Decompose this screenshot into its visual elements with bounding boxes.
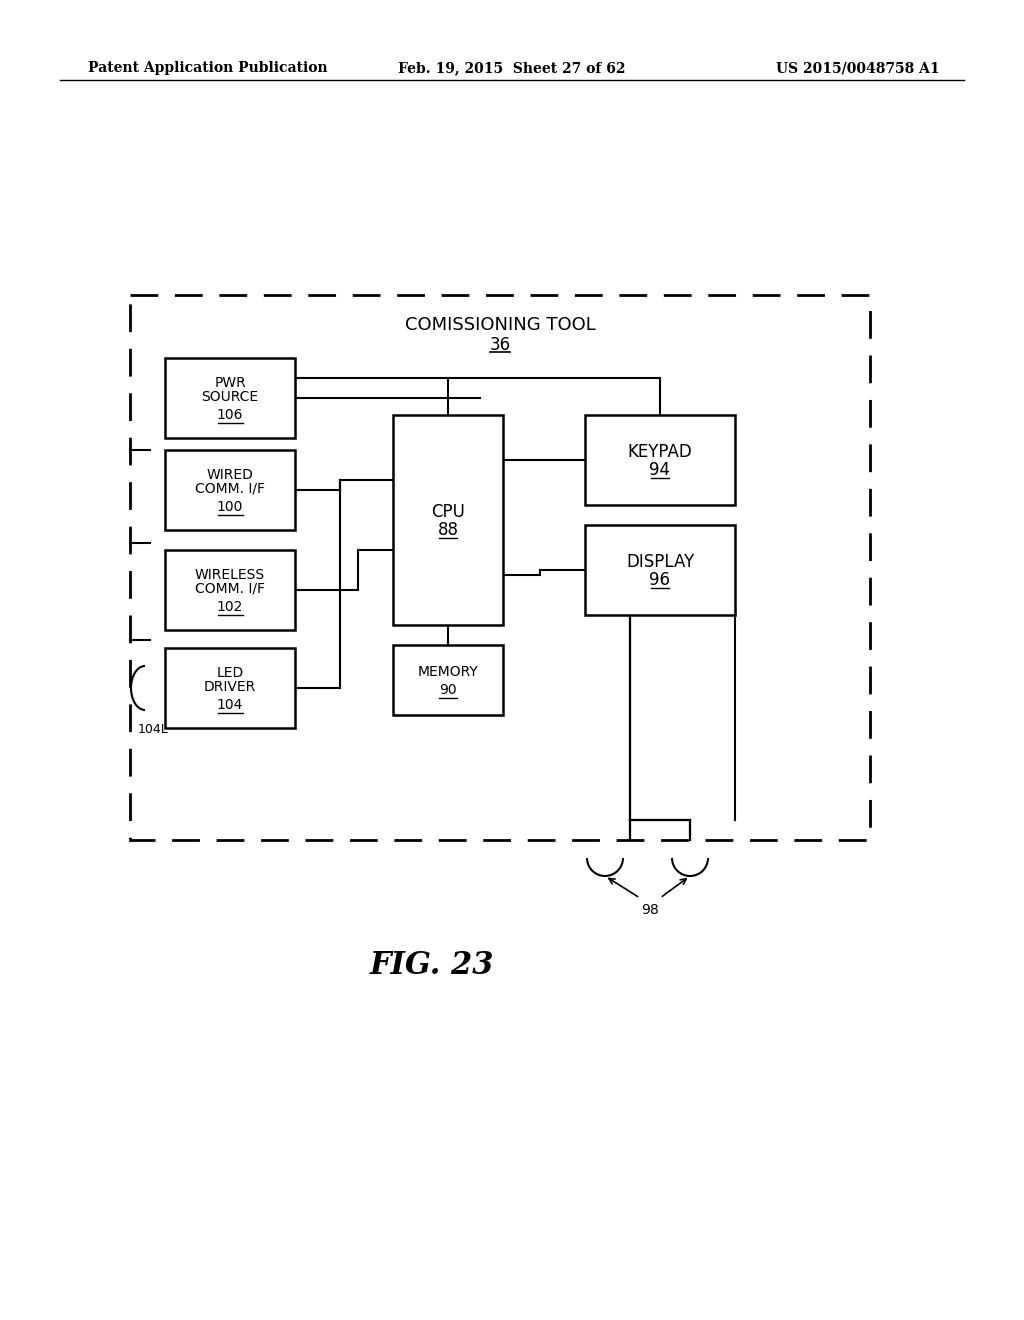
Bar (585, 414, 735, 506)
Text: 88: 88 (437, 521, 459, 539)
Text: 104L: 104L (138, 723, 169, 737)
Text: COMM. I/F: COMM. I/F (195, 482, 265, 496)
Text: 94: 94 (649, 461, 671, 479)
Text: DISPLAY: DISPLAY (626, 553, 694, 572)
Bar (165, 358, 295, 438)
Text: Patent Application Publication: Patent Application Publication (88, 61, 328, 75)
Text: KEYPAD: KEYPAD (628, 444, 692, 461)
Bar (393, 414, 503, 624)
Text: SOURCE: SOURCE (202, 389, 259, 404)
Text: LED: LED (216, 667, 244, 680)
Text: 96: 96 (649, 572, 671, 589)
Bar (585, 525, 735, 615)
Bar (165, 550, 295, 630)
Text: CPU: CPU (431, 503, 465, 521)
Bar (165, 450, 295, 531)
Text: 90: 90 (439, 682, 457, 697)
Text: Feb. 19, 2015  Sheet 27 of 62: Feb. 19, 2015 Sheet 27 of 62 (398, 61, 626, 75)
Text: US 2015/0048758 A1: US 2015/0048758 A1 (776, 61, 940, 75)
Text: DRIVER: DRIVER (204, 680, 256, 694)
Text: WIRED: WIRED (207, 469, 253, 482)
Text: 36: 36 (489, 337, 511, 354)
Text: WIRELESS: WIRELESS (195, 568, 265, 582)
Text: 100: 100 (217, 500, 243, 513)
Bar (165, 648, 295, 729)
Bar (130, 294, 870, 840)
Text: COMM. I/F: COMM. I/F (195, 582, 265, 597)
Text: COMISSIONING TOOL: COMISSIONING TOOL (404, 315, 595, 334)
Text: 104: 104 (217, 698, 243, 711)
Text: PWR: PWR (214, 376, 246, 389)
Text: 98: 98 (641, 903, 658, 917)
Text: FIG. 23: FIG. 23 (370, 949, 495, 981)
Text: 102: 102 (217, 601, 243, 614)
Bar (393, 645, 503, 715)
Text: 106: 106 (217, 408, 244, 422)
Text: MEMORY: MEMORY (418, 665, 478, 678)
